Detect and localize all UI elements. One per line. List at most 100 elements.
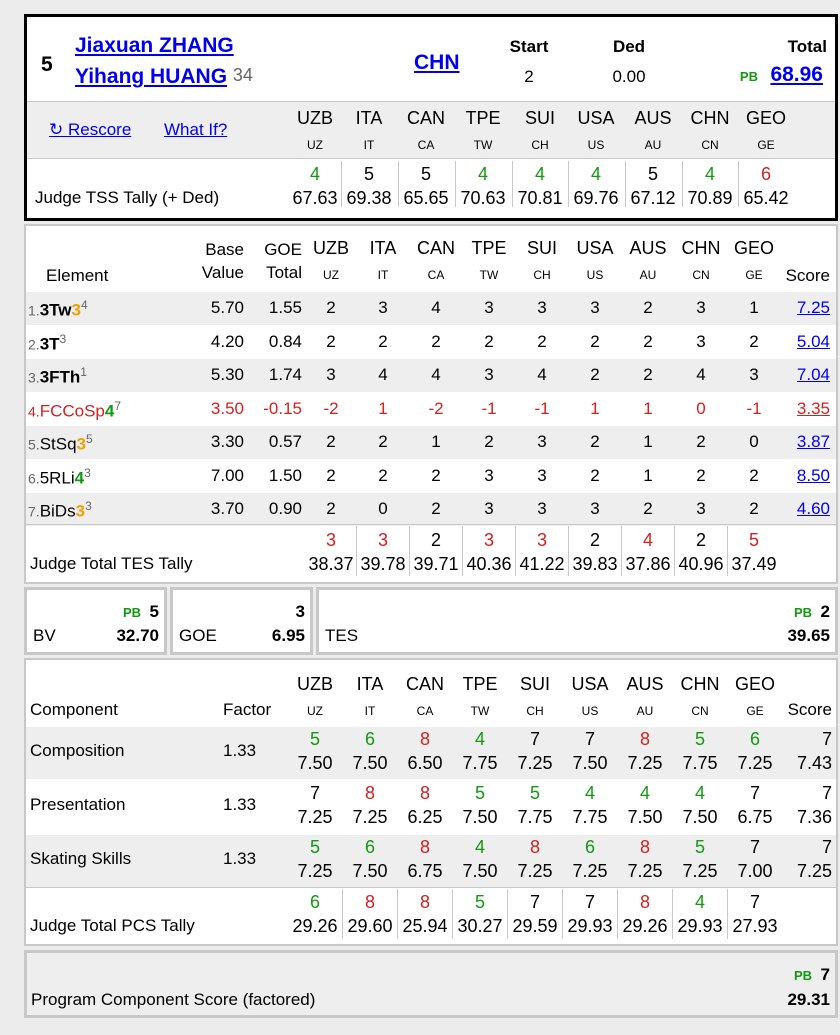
tally-divider xyxy=(738,161,739,207)
base-value: 4.20 xyxy=(210,331,244,351)
judge-mark: 2 xyxy=(643,499,653,518)
element-footnote: 1 xyxy=(80,365,87,379)
judge-rank: 6 xyxy=(584,837,595,857)
component-score: 7.43 xyxy=(796,753,832,773)
judge-country: CA xyxy=(417,138,435,152)
judge-mark: 0 xyxy=(378,499,388,518)
judge-mark: 2 xyxy=(590,465,600,485)
element-level: 3 xyxy=(76,434,87,454)
tes-box: PB 2 TES 39.65 xyxy=(316,587,838,655)
judge-rank: 5 xyxy=(529,783,540,803)
element-score-link[interactable]: 3.35 xyxy=(796,398,830,418)
element-name-cell: 3.3FTh1 xyxy=(28,365,87,388)
element-footnote: 7 xyxy=(114,398,122,413)
element-score-link[interactable]: 7.25 xyxy=(796,298,830,317)
component-row: Composition 1.33 5 7.50 6 7.50 8 6.50 4 7.75 7 7.25… xyxy=(26,727,836,779)
judge-mark: 7.25 xyxy=(682,861,718,881)
goe-total: -0.15 xyxy=(263,398,302,418)
base-value: 5.70 xyxy=(210,298,244,317)
score-header: Score xyxy=(785,266,830,285)
element-score-link[interactable]: 7.04 xyxy=(796,365,830,384)
ded-label: Ded xyxy=(612,37,646,56)
judge-mark: 7.25 xyxy=(737,753,773,773)
element-footnote: 5 xyxy=(86,432,93,446)
tally-rank: 6 xyxy=(760,164,771,184)
tally-rank: 3 xyxy=(536,530,547,550)
tally-rank: 4 xyxy=(477,164,488,184)
base-value: 5.30 xyxy=(210,365,244,384)
rescore-link[interactable]: ↻ Rescore xyxy=(49,120,132,139)
judge-rank: 4 xyxy=(694,783,705,803)
factor-header: Factor xyxy=(223,700,272,719)
base-value: 3.30 xyxy=(210,432,244,451)
tes-rank-row: PB 2 xyxy=(794,602,830,622)
row-shade xyxy=(26,493,836,526)
element-score-link[interactable]: 8.50 xyxy=(796,465,830,485)
pcs-rank: 7 xyxy=(820,965,830,984)
tally-rank: 5 xyxy=(474,892,485,912)
tally-score: 39.83 xyxy=(572,554,618,574)
tally-score: 29.59 xyxy=(512,916,558,936)
judge-code: SUI xyxy=(519,674,550,694)
component-score-rank: 7 xyxy=(821,783,832,803)
component-score: 7.25 xyxy=(796,861,832,881)
judge-mark: 2 xyxy=(696,465,706,485)
what-if-link[interactable]: What If? xyxy=(164,120,228,139)
element-score-link[interactable]: 4.60 xyxy=(796,499,830,518)
judge-code: TPE xyxy=(465,108,501,128)
judge-rank: 8 xyxy=(419,729,430,749)
judge-country: GE xyxy=(745,268,763,282)
skater-name-2[interactable]: Yihang HUANG xyxy=(75,65,228,88)
tally-rank: 2 xyxy=(695,530,706,550)
judge-mark: -2 xyxy=(428,398,444,418)
tally-score: 69.76 xyxy=(573,188,619,208)
element-score-link[interactable]: 5.04 xyxy=(796,331,830,351)
judge-mark: 2 xyxy=(326,432,336,451)
judge-mark: 7.25 xyxy=(297,807,333,827)
element-score-link[interactable]: 3.87 xyxy=(796,432,830,451)
element-level: 3 xyxy=(71,300,81,320)
judge-mark: 2 xyxy=(643,298,653,317)
judge-mark: 7.00 xyxy=(737,861,773,881)
bv-label: BV xyxy=(33,626,56,645)
tally-rank: 4 xyxy=(704,164,715,184)
element-name-cell: 2.3T3 xyxy=(28,332,66,355)
total-score-link[interactable]: 68.96 xyxy=(770,63,823,86)
tally-rank: 2 xyxy=(589,530,600,550)
judge-mark: 7.50 xyxy=(352,753,388,773)
judge-country: GE xyxy=(757,138,775,152)
component-name: Composition xyxy=(30,741,125,760)
element-row: 7.BiDs33 3.70 0.90 2 0 2 3 3 3 2 3 2 4.60 xyxy=(26,493,836,526)
nation-link[interactable]: CHN xyxy=(414,51,460,74)
tally-score: 39.78 xyxy=(360,554,406,574)
tally-rank: 4 xyxy=(309,164,320,184)
tally-divider xyxy=(727,526,728,576)
tally-score: 37.49 xyxy=(731,554,777,574)
judge-mark: 2 xyxy=(431,499,441,518)
tes-label: TES xyxy=(325,626,359,645)
goe-label: GOE xyxy=(179,626,217,645)
judge-rank: 8 xyxy=(364,783,375,803)
judge-mark: 6.25 xyxy=(407,807,443,827)
base-header-1: Base xyxy=(205,240,244,259)
goe-total: 0.57 xyxy=(268,432,302,451)
judge-mark: 7.50 xyxy=(682,807,718,827)
tally-rank: 3 xyxy=(483,530,494,550)
element-row: 3.3FTh1 5.30 1.74 3 4 4 3 4 2 2 4 3 7.04 xyxy=(26,359,836,392)
judge-rank: 6 xyxy=(364,729,375,749)
total-label: Total xyxy=(787,37,827,56)
skater-name-1[interactable]: Jiaxuan ZHANG xyxy=(75,34,234,57)
goe-box: 3 GOE 6.95 xyxy=(170,587,313,655)
judge-mark: 2 xyxy=(590,365,600,384)
tally-divider xyxy=(515,526,516,576)
goe-total: 1.74 xyxy=(268,365,302,384)
element-name-cell: 7.BiDs33 xyxy=(28,499,92,522)
row-shade xyxy=(26,359,836,392)
judge-mark: 2 xyxy=(590,331,600,351)
judge-mark: 3 xyxy=(537,499,547,518)
judge-mark: 1 xyxy=(749,298,759,317)
component-factor: 1.33 xyxy=(223,741,257,760)
judge-mark: 7.25 xyxy=(297,861,333,881)
judge-mark: 1 xyxy=(590,398,600,418)
judge-mark: 2 xyxy=(326,465,336,485)
